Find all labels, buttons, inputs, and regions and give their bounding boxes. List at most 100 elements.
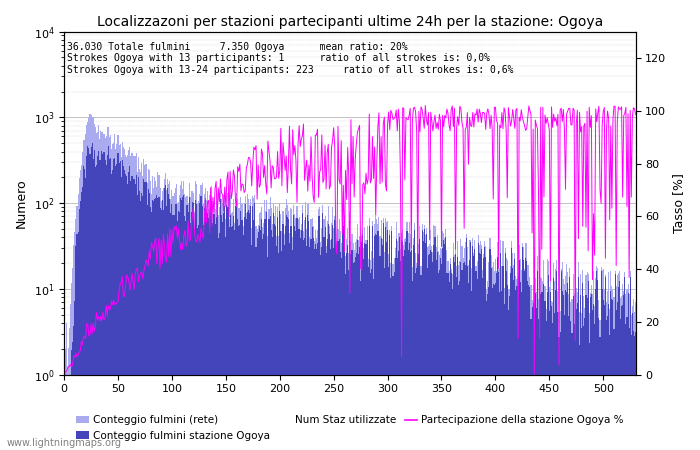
Bar <box>454 255 455 450</box>
Bar <box>617 275 618 450</box>
Bar <box>500 240 501 450</box>
Bar <box>407 233 409 450</box>
Bar <box>162 191 163 450</box>
Bar <box>231 227 232 450</box>
Bar <box>138 157 139 450</box>
Bar <box>384 268 385 450</box>
Bar <box>387 230 388 450</box>
Bar <box>99 160 100 450</box>
Bar <box>98 151 99 450</box>
Bar <box>454 262 455 450</box>
Bar <box>395 238 397 450</box>
Bar <box>323 219 325 450</box>
Bar <box>373 258 374 450</box>
Bar <box>491 267 493 450</box>
Bar <box>164 188 165 450</box>
Bar <box>225 219 226 450</box>
Bar <box>301 230 302 450</box>
Bar <box>136 176 137 450</box>
Bar <box>284 234 285 450</box>
Bar <box>124 149 125 450</box>
Bar <box>195 200 196 450</box>
Bar <box>128 172 130 450</box>
Bar <box>416 263 417 450</box>
Bar <box>571 299 573 450</box>
Bar <box>444 244 445 450</box>
Bar <box>585 275 587 450</box>
Bar <box>514 259 515 450</box>
Bar <box>183 194 184 450</box>
Bar <box>565 276 566 450</box>
Bar <box>86 125 88 450</box>
Bar <box>531 300 533 450</box>
Bar <box>566 292 567 450</box>
Bar <box>466 238 467 450</box>
Bar <box>430 230 431 450</box>
Bar <box>281 252 282 450</box>
Bar <box>410 234 411 450</box>
Bar <box>181 181 182 450</box>
Bar <box>94 149 95 450</box>
Bar <box>631 334 632 450</box>
Bar <box>232 226 233 450</box>
Bar <box>247 194 248 450</box>
Bar <box>287 205 288 450</box>
Bar <box>363 248 365 450</box>
Bar <box>536 308 537 450</box>
Bar <box>521 292 522 450</box>
Bar <box>153 188 154 450</box>
Bar <box>298 229 299 450</box>
Bar <box>480 241 481 450</box>
Bar <box>439 256 440 450</box>
Bar <box>542 292 543 450</box>
Bar <box>447 261 449 450</box>
Bar <box>385 227 386 450</box>
Bar <box>211 201 212 450</box>
Bar <box>383 218 384 450</box>
Bar <box>218 238 219 450</box>
Bar <box>362 229 363 450</box>
Bar <box>274 216 275 450</box>
Bar <box>601 270 603 450</box>
Bar <box>68 375 69 450</box>
Bar <box>610 291 611 450</box>
Bar <box>148 193 150 450</box>
Bar <box>557 291 559 450</box>
Bar <box>458 265 459 450</box>
Bar <box>371 251 372 450</box>
Bar <box>166 190 167 450</box>
Bar <box>601 289 603 450</box>
Bar <box>241 220 242 450</box>
Bar <box>523 261 524 450</box>
Bar <box>372 226 373 450</box>
Bar <box>631 315 632 450</box>
Bar <box>220 190 221 450</box>
Bar <box>489 238 491 450</box>
Bar <box>293 215 294 450</box>
Bar <box>363 259 365 450</box>
Bar <box>228 219 230 450</box>
Bar <box>249 205 250 450</box>
Bar <box>489 249 491 450</box>
Bar <box>540 276 541 450</box>
Bar <box>134 156 136 450</box>
Bar <box>370 273 371 450</box>
Bar <box>398 252 399 450</box>
Bar <box>437 252 438 450</box>
Bar <box>354 251 355 450</box>
Bar <box>431 246 433 450</box>
Bar <box>118 145 120 450</box>
Bar <box>181 200 182 450</box>
Bar <box>220 198 221 450</box>
Bar <box>244 217 245 450</box>
Bar <box>286 215 287 450</box>
Bar <box>300 238 301 450</box>
Bar <box>222 202 223 450</box>
Bar <box>517 276 519 450</box>
Bar <box>127 155 128 450</box>
Bar <box>315 230 316 450</box>
Bar <box>70 375 71 450</box>
Bar <box>564 284 565 450</box>
Bar <box>335 216 337 450</box>
Bar <box>226 196 228 450</box>
